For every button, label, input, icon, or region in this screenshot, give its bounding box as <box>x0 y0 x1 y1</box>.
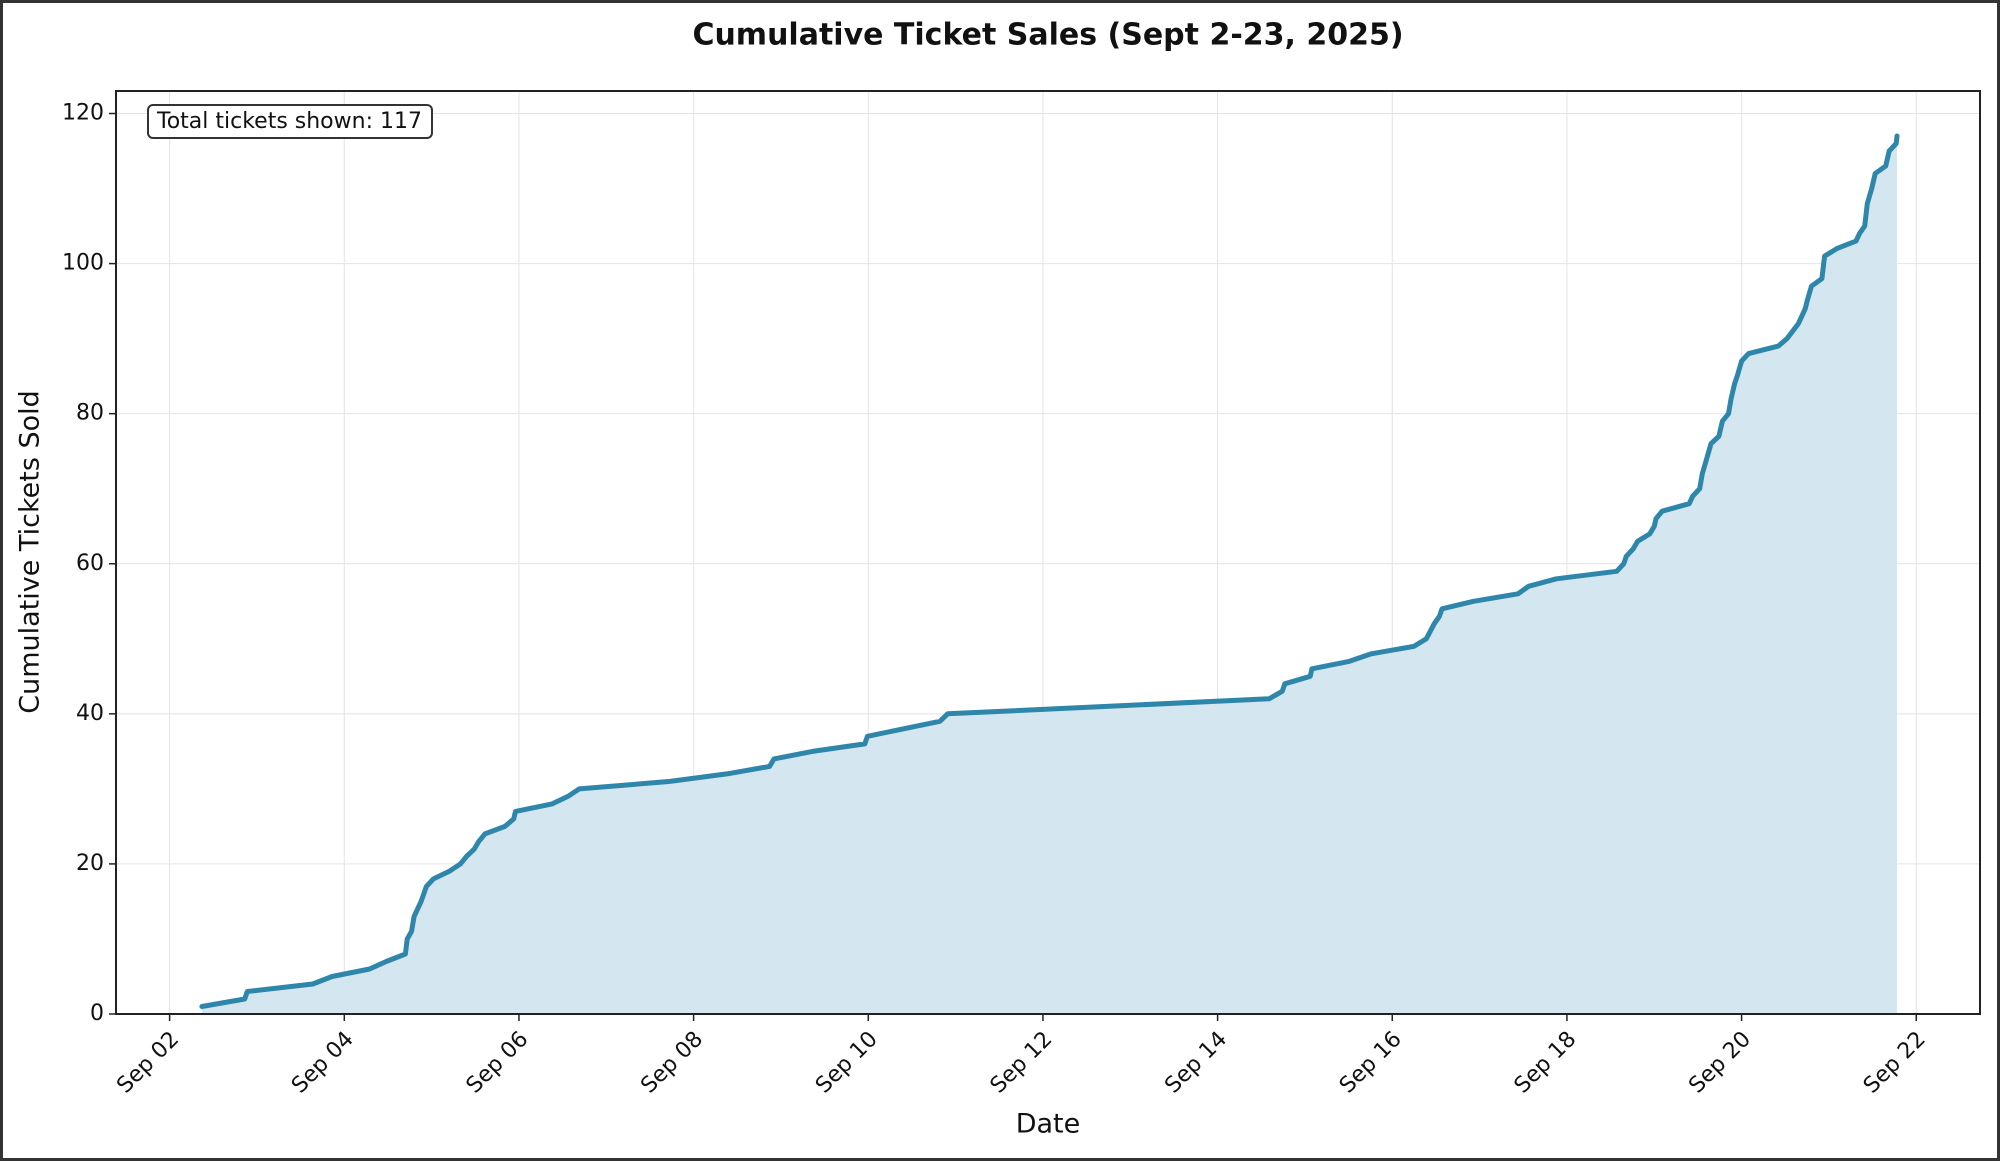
y-tick-label: 40 <box>76 701 104 726</box>
y-tick-label: 0 <box>90 1001 104 1026</box>
annotation: Total tickets shown: 117 <box>156 109 422 134</box>
chart-title: Cumulative Ticket Sales (Sept 2-23, 2025… <box>692 18 1403 53</box>
y-tick-label: 20 <box>76 851 104 876</box>
x-axis-label: Date <box>1016 1109 1081 1140</box>
y-tick-label: 120 <box>62 101 104 126</box>
y-tick-label: 80 <box>76 401 104 426</box>
plot-border <box>115 90 1981 1015</box>
y-axis-label: Cumulative Tickets Sold <box>15 390 46 714</box>
area <box>201 136 1897 1014</box>
line <box>199 133 1900 1009</box>
y-tick-label: 60 <box>76 551 104 576</box>
y-tick-label: 100 <box>62 251 104 276</box>
annotation-box <box>147 104 433 139</box>
